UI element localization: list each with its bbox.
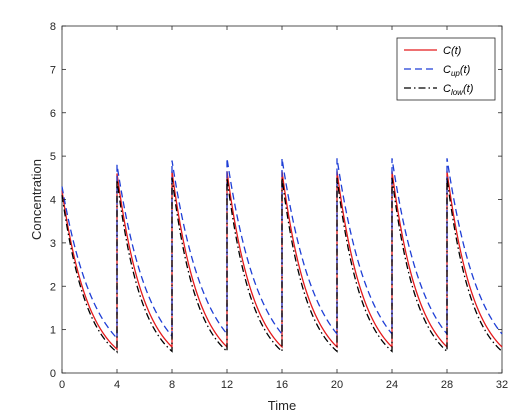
series-line-c-low: [61, 177, 503, 354]
x-axis-label: Time: [268, 398, 296, 413]
x-tick-label: 20: [331, 379, 343, 391]
legend: C(t) Cup(t) Clow(t): [396, 37, 496, 101]
y-axis-ticks: 0 1 2 3 4 5 6 7 8: [50, 21, 502, 380]
x-tick-label: 28: [441, 379, 453, 391]
x-tick-label: 8: [169, 379, 175, 391]
series-line-c-up: [61, 158, 503, 340]
y-tick-label: 1: [50, 325, 56, 337]
legend-entry: Cup(t): [443, 64, 471, 78]
y-tick-label: 3: [50, 238, 56, 250]
y-tick-label: 6: [50, 108, 56, 120]
x-axis-ticks: 0 4 8 12 16 20 24 28 32: [59, 26, 508, 391]
legend-entry: Clow(t): [443, 83, 474, 97]
y-tick-label: 2: [50, 281, 56, 293]
y-tick-label: 4: [50, 195, 56, 207]
y-axis-label: Concentration: [29, 159, 44, 240]
x-tick-label: 0: [59, 379, 65, 391]
y-tick-label: 7: [50, 64, 56, 76]
y-tick-label: 8: [50, 21, 56, 33]
legend-box: [396, 37, 496, 101]
x-tick-label: 4: [114, 379, 120, 391]
legend-entry: C(t): [443, 45, 462, 57]
x-tick-label: 32: [496, 379, 508, 391]
y-tick-label: 0: [50, 368, 56, 380]
y-tick-label: 5: [50, 151, 56, 163]
x-tick-label: 16: [276, 379, 288, 391]
series-layer: [61, 158, 503, 354]
x-tick-label: 24: [386, 379, 398, 391]
x-tick-label: 12: [221, 379, 233, 391]
